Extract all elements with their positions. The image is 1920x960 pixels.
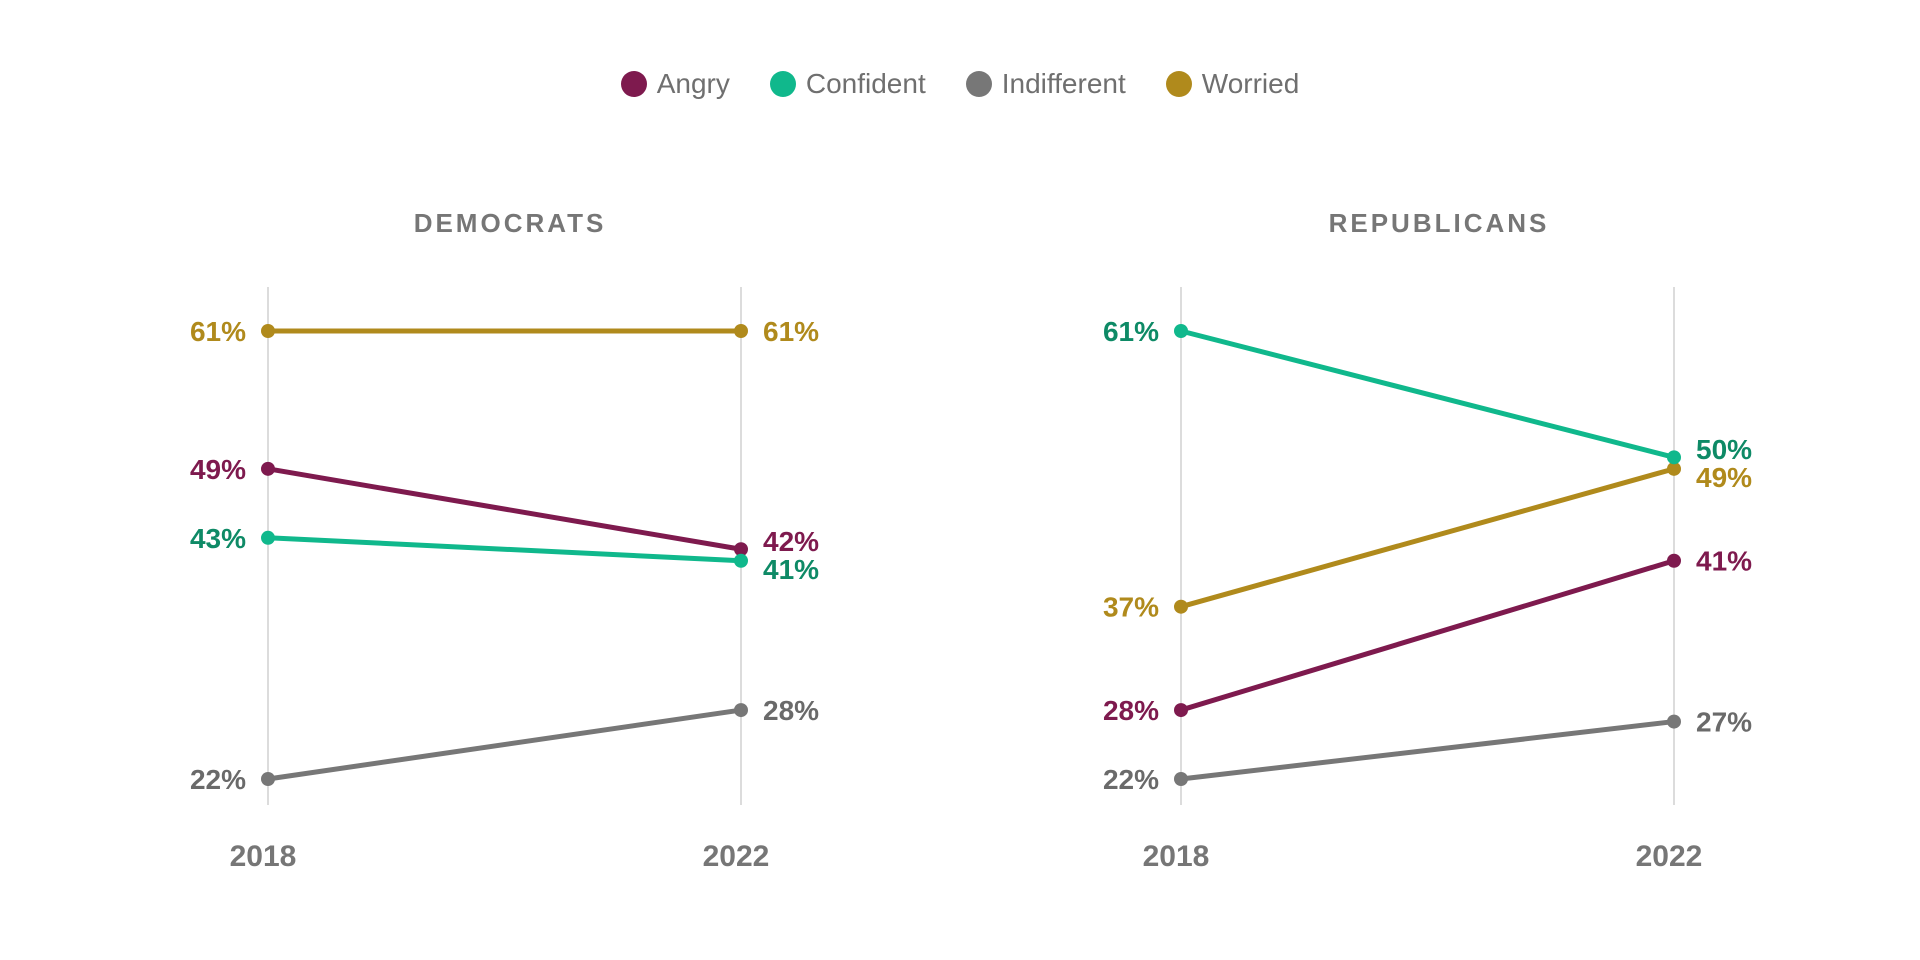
- republicans-series-line-worried: [1178, 466, 1677, 610]
- republicans-tick-label-2018: 2018: [1143, 840, 1210, 873]
- republicans-series-line-confident: [1178, 328, 1677, 460]
- republicans-data-label-worried-2018: 37%: [1103, 592, 1159, 623]
- democrats-point-indifferent-2018: [261, 772, 275, 786]
- republicans-point-worried-2018: [1174, 599, 1188, 614]
- republicans-point-indifferent-2018: [1174, 772, 1188, 786]
- legend-swatch-confident: [769, 71, 796, 97]
- republicans-point-indifferent-2022: [1667, 714, 1681, 729]
- democrats-data-label-angry-2018: 49%: [190, 454, 246, 485]
- republicans-data-label-angry-2022: 41%: [1696, 546, 1752, 577]
- republicans-series-line-indifferent: [1178, 719, 1677, 782]
- democrats-data-label-confident-2022: 41%: [763, 554, 819, 585]
- republicans-point-confident-2018: [1174, 324, 1188, 338]
- democrats-point-worried-2022: [734, 324, 748, 338]
- democrats-data-label-indifferent-2022: 28%: [763, 695, 819, 726]
- legend-item-confident: Confident: [769, 68, 926, 100]
- democrats-data-label-worried-2018: 61%: [190, 316, 246, 347]
- legend-swatch-worried: [1165, 71, 1192, 97]
- democrats-series-line-angry: [265, 466, 744, 552]
- panel-title-democrats: DEMOCRATS: [414, 208, 607, 238]
- republicans-data-label-angry-2018: 28%: [1103, 695, 1159, 726]
- democrats-point-worried-2018: [261, 324, 275, 338]
- democrats-point-confident-2018: [261, 530, 275, 545]
- panel-republicans: 2018 2022 22% 27% 37% 49% 28% 41% 61% 50%: [1103, 287, 1752, 873]
- legend-label-worried: Worried: [1201, 68, 1300, 99]
- democrats-tick-label-2022: 2022: [703, 840, 770, 873]
- democrats-data-label-confident-2018: 43%: [190, 523, 246, 554]
- legend-label-indifferent: Indifferent: [1001, 68, 1126, 99]
- panel-title-republicans: REPUBLICANS: [1329, 208, 1550, 238]
- democrats-data-label-worried-2022: 61%: [763, 316, 819, 347]
- democrats-tick-label-2018: 2018: [230, 840, 297, 873]
- democrats-series-line-indifferent: [265, 707, 744, 782]
- republicans-data-label-confident-2022: 50%: [1696, 434, 1752, 465]
- republicans-point-angry-2018: [1174, 703, 1188, 718]
- republicans-point-confident-2022: [1667, 450, 1681, 465]
- panel-democrats: 2018 2022 22% 28% 61% 61% 49% 42% 43% 41%: [190, 287, 819, 873]
- legend: Angry Confident Indifferent Worried: [0, 68, 1920, 100]
- democrats-point-angry-2022: [734, 542, 748, 557]
- republicans-data-label-confident-2018: 61%: [1103, 316, 1159, 347]
- democrats-point-indifferent-2022: [734, 703, 748, 718]
- democrats-data-label-indifferent-2018: 22%: [190, 764, 246, 795]
- democrats-data-label-angry-2022: 42%: [763, 526, 819, 557]
- legend-label-confident: Confident: [805, 68, 926, 99]
- republicans-data-label-indifferent-2018: 22%: [1103, 764, 1159, 795]
- legend-label-angry: Angry: [656, 68, 730, 99]
- legend-item-angry: Angry: [620, 68, 730, 100]
- republicans-point-worried-2022: [1667, 461, 1681, 476]
- legend-swatch-indifferent: [965, 71, 992, 97]
- republicans-point-angry-2022: [1667, 553, 1681, 568]
- republicans-tick-label-2022: 2022: [1636, 840, 1703, 873]
- republicans-series-line-angry: [1178, 558, 1677, 713]
- legend-item-worried: Worried: [1165, 68, 1300, 100]
- republicans-data-label-worried-2022: 49%: [1696, 462, 1752, 493]
- democrats-point-confident-2022: [734, 553, 748, 568]
- republicans-data-label-indifferent-2022: 27%: [1696, 707, 1752, 738]
- democrats-point-angry-2018: [261, 461, 275, 476]
- legend-swatch-angry: [620, 71, 647, 97]
- democrats-series-line-confident: [265, 535, 744, 564]
- legend-item-indifferent: Indifferent: [965, 68, 1126, 100]
